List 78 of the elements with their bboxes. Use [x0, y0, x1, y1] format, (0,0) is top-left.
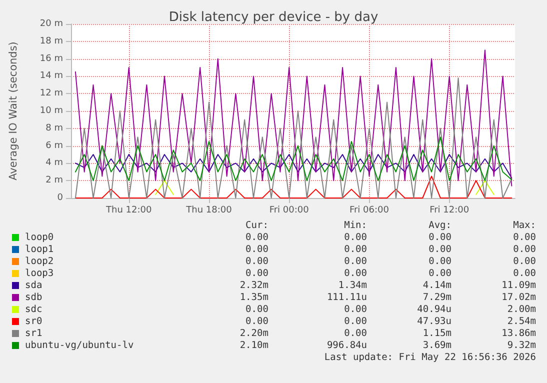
y-tick-label: 12 m: [40, 88, 63, 99]
text: 2.54m: [506, 316, 536, 328]
text: 1.15m: [422, 328, 452, 340]
legend-label: loop3: [24, 268, 55, 280]
text: 0.00: [343, 328, 367, 340]
text: Max:: [512, 220, 536, 232]
y-tick-label: 20 m: [40, 19, 63, 29]
y-tick-label: 14 m: [40, 71, 63, 82]
text: 2.32m: [238, 280, 268, 292]
y-tick-label: 6 m: [46, 140, 63, 151]
text: 0.00: [343, 232, 367, 244]
legend-label: ubuntu-vg/ubuntu-lv: [24, 340, 135, 352]
y-tick-label: 16 m: [40, 54, 63, 64]
text: 0.00: [428, 268, 452, 280]
line-series: [74, 50, 512, 186]
text: 40.94u: [416, 304, 452, 316]
text: 7.29m: [422, 292, 452, 304]
text: 3.69m: [422, 340, 452, 352]
text: 2.10m: [238, 340, 268, 352]
text: Avg:: [428, 220, 452, 232]
legend-label: sr1: [24, 328, 44, 340]
text: 111.11u: [326, 292, 367, 304]
legend-label: sdb: [24, 292, 44, 304]
text: 0.00: [428, 256, 452, 268]
text: 0.00: [244, 256, 268, 268]
legend-label: sdc: [24, 304, 44, 316]
text: 2.20m: [238, 328, 268, 340]
text: 13.86m: [500, 328, 536, 340]
text: 4.14m: [422, 280, 452, 292]
text: Cur:: [244, 220, 268, 232]
y-tick-label: 4 m: [46, 158, 63, 168]
text: 0.00: [512, 244, 536, 256]
y-tick-label: 2 m: [46, 176, 63, 186]
text: 17.02m: [500, 292, 536, 304]
text: 0.00: [512, 232, 536, 244]
text: Min:: [343, 220, 367, 232]
text: 2.00m: [506, 304, 536, 316]
text: 0.00: [343, 244, 367, 256]
text: 0.00: [428, 232, 452, 244]
text: 0.00: [512, 268, 536, 280]
y-tick-label: 10 m: [40, 106, 63, 116]
text: 0.00: [244, 316, 268, 328]
text: 0.00: [428, 244, 452, 256]
x-tick-label: Fri 12:00: [430, 206, 470, 216]
text: 0.00: [343, 316, 367, 328]
y-tick-label: 0: [57, 193, 64, 203]
line-series: [74, 176, 512, 198]
x-tick-label: Fri 06:00: [349, 206, 390, 216]
text: 11.09m: [500, 280, 536, 292]
x-tick-label: Fri 00:00: [269, 206, 310, 216]
legend-label: sr0: [24, 316, 44, 328]
text: 0.00: [343, 268, 367, 280]
text: 0.00: [244, 232, 268, 244]
text: 1.35m: [238, 292, 268, 304]
text: 47.93u: [416, 316, 452, 328]
legend-label: loop0: [24, 232, 55, 244]
text: 0.00: [343, 304, 367, 316]
line-series: [74, 77, 512, 198]
text: 996.84u: [326, 340, 367, 352]
text: 0.00: [512, 256, 536, 268]
chart-title: Disk latency per device - by day: [168, 10, 378, 25]
text: 1.34m: [337, 280, 367, 292]
y-tick-label: 18 m: [40, 36, 63, 46]
y-axis-title: Average IO Wait (seconds): [8, 42, 20, 180]
text: 0.00: [244, 244, 268, 256]
legend-label: loop1: [24, 244, 55, 256]
line-series: [74, 136, 512, 182]
legend-label: loop2: [24, 256, 55, 268]
x-tick-label: Thu 12:00: [105, 206, 152, 216]
y-tick-label: 8 m: [46, 123, 63, 134]
line-series: [74, 154, 512, 178]
text: 0.00: [244, 304, 268, 316]
legend-label: sda: [24, 280, 44, 292]
x-tick-label: Thu 18:00: [185, 206, 232, 216]
text: 0.00: [343, 256, 367, 268]
text: 0.00: [244, 268, 268, 280]
text: Last update: Fri May 22 16:56:36 2026: [323, 352, 536, 363]
text: 9.32m: [506, 340, 536, 352]
